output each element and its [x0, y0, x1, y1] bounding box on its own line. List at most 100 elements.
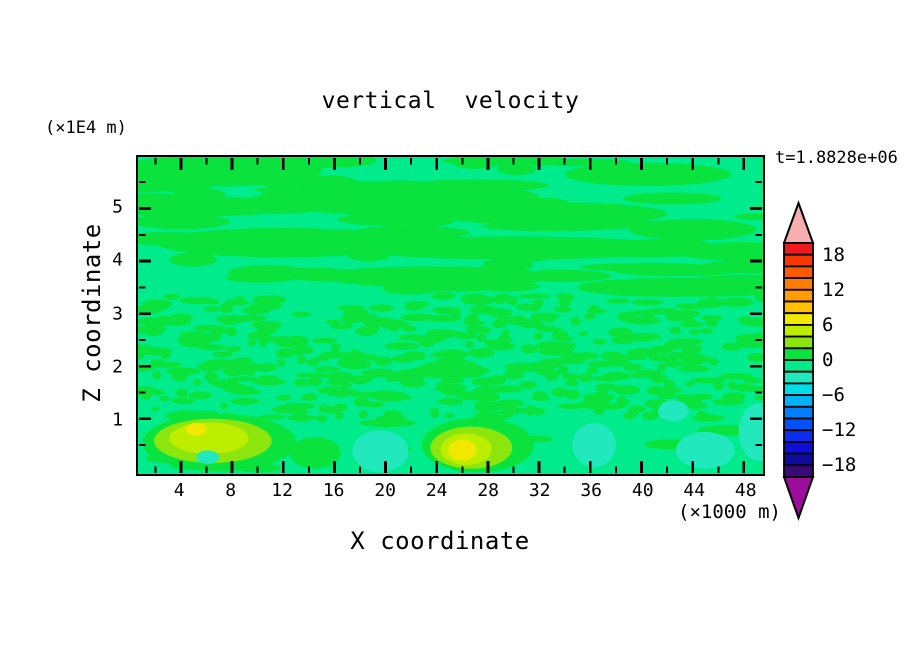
contour-speckle: [467, 348, 495, 358]
contour-speckle: [727, 381, 737, 390]
contour-speckle: [317, 386, 350, 395]
colorbar-tick-label: 6: [822, 313, 834, 336]
contour-speckle: [689, 329, 700, 335]
contour-blob: [289, 437, 341, 469]
contour-speckle: [503, 371, 524, 380]
contour-speckle: [551, 387, 569, 398]
contour-speckle: [247, 339, 257, 347]
contour-blob: [185, 422, 207, 436]
x-tick-label: 4: [173, 480, 185, 501]
contour-speckle: [169, 252, 217, 267]
contour-speckle: [686, 401, 707, 410]
contour-speckle: [528, 304, 541, 312]
contour-speckle: [350, 390, 361, 398]
contour-speckle: [488, 411, 508, 422]
x-tick-label: 12: [271, 480, 293, 501]
contour-speckle: [610, 353, 627, 360]
contour-speckle: [258, 414, 286, 420]
contour-speckle: [462, 316, 480, 326]
contour-blob: [138, 157, 322, 187]
contour-speckle: [295, 372, 331, 379]
contour-blob: [572, 422, 616, 468]
contour-speckle: [668, 351, 700, 360]
time-annotation: t=1.8828e+06: [775, 148, 898, 168]
contour-speckle: [228, 264, 307, 280]
contour-speckle: [698, 259, 763, 274]
contour-speckle: [530, 363, 562, 369]
contour-speckle: [754, 395, 763, 401]
contour-speckle: [658, 308, 677, 314]
contour-speckle: [404, 300, 430, 308]
contour-speckle: [587, 360, 620, 367]
contour-speckle: [285, 335, 309, 344]
contour-speckle: [492, 294, 508, 304]
plot-title: vertical velocity: [321, 88, 580, 114]
contour-speckle: [143, 389, 165, 396]
contour-speckle: [501, 407, 529, 414]
contour-blob: [155, 227, 412, 258]
contour-speckle: [170, 397, 195, 404]
contour-speckle: [180, 296, 216, 305]
contour-speckle: [403, 351, 426, 361]
contour-speckle: [583, 313, 596, 320]
colorbar-over-arrow: [782, 200, 815, 244]
contour-speckle: [226, 361, 258, 369]
contour-speckle: [523, 382, 535, 390]
contour-speckle: [193, 324, 226, 332]
contour-field-svg: [138, 157, 763, 474]
contour-speckle: [733, 213, 763, 221]
colorbar-segment: [783, 253, 814, 268]
contour-speckle: [171, 371, 188, 382]
contour-speckle: [553, 306, 573, 313]
contour-speckle: [224, 299, 250, 306]
contour-blob: [448, 439, 477, 461]
x-axis-unit-note: (×1000 m): [678, 501, 781, 523]
contour-speckle: [451, 157, 499, 169]
contour-speckle: [355, 326, 378, 336]
contour-speckle: [544, 371, 559, 381]
z-tick-label: 3: [112, 303, 123, 325]
contour-speckle: [675, 303, 710, 310]
contour-speckle: [362, 401, 386, 408]
contour-speckle: [138, 348, 157, 355]
contour-speckle: [557, 403, 586, 410]
contour-speckle: [754, 292, 763, 302]
contour-speckle: [314, 366, 340, 373]
contour-speckle: [595, 384, 605, 392]
contour-speckle: [232, 357, 254, 363]
contour-speckle: [664, 340, 685, 350]
contour-speckle: [250, 334, 274, 341]
contour-speckle: [371, 390, 402, 400]
contour-speckle: [437, 397, 464, 405]
contour-speckle: [713, 380, 724, 391]
contour-speckle: [160, 350, 171, 360]
contour-speckle: [465, 340, 474, 349]
contour-blob: [436, 202, 668, 226]
contour-speckle: [485, 342, 516, 351]
contour-speckle: [451, 369, 483, 379]
contour-speckle: [402, 325, 417, 332]
contour-blob: [577, 277, 757, 297]
colorbar-segment: [783, 429, 814, 443]
contour-speckle: [688, 393, 714, 401]
contour-speckle: [533, 332, 543, 340]
x-tick-label: 20: [374, 480, 396, 501]
colorbar-segment: [783, 288, 814, 303]
contour-speckle: [536, 326, 562, 332]
contour-speckle: [443, 412, 455, 419]
contour-speckle: [441, 377, 465, 384]
contour-speckle: [613, 384, 641, 395]
contour-blob: [352, 430, 409, 473]
contour-speckle: [203, 306, 220, 312]
contour-speckle: [561, 352, 594, 361]
contour-speckle: [242, 306, 271, 315]
colorbar-tick-label: 18: [822, 243, 845, 266]
contour-speckle: [175, 388, 188, 398]
colorbar-segment: [783, 277, 814, 291]
contour-speckle: [663, 379, 675, 389]
contour-speckle: [608, 327, 633, 338]
contour-speckle: [684, 381, 696, 387]
x-tick-label: 24: [425, 480, 448, 501]
contour-speckle: [439, 349, 469, 359]
x-tick-label: 48: [734, 480, 757, 501]
